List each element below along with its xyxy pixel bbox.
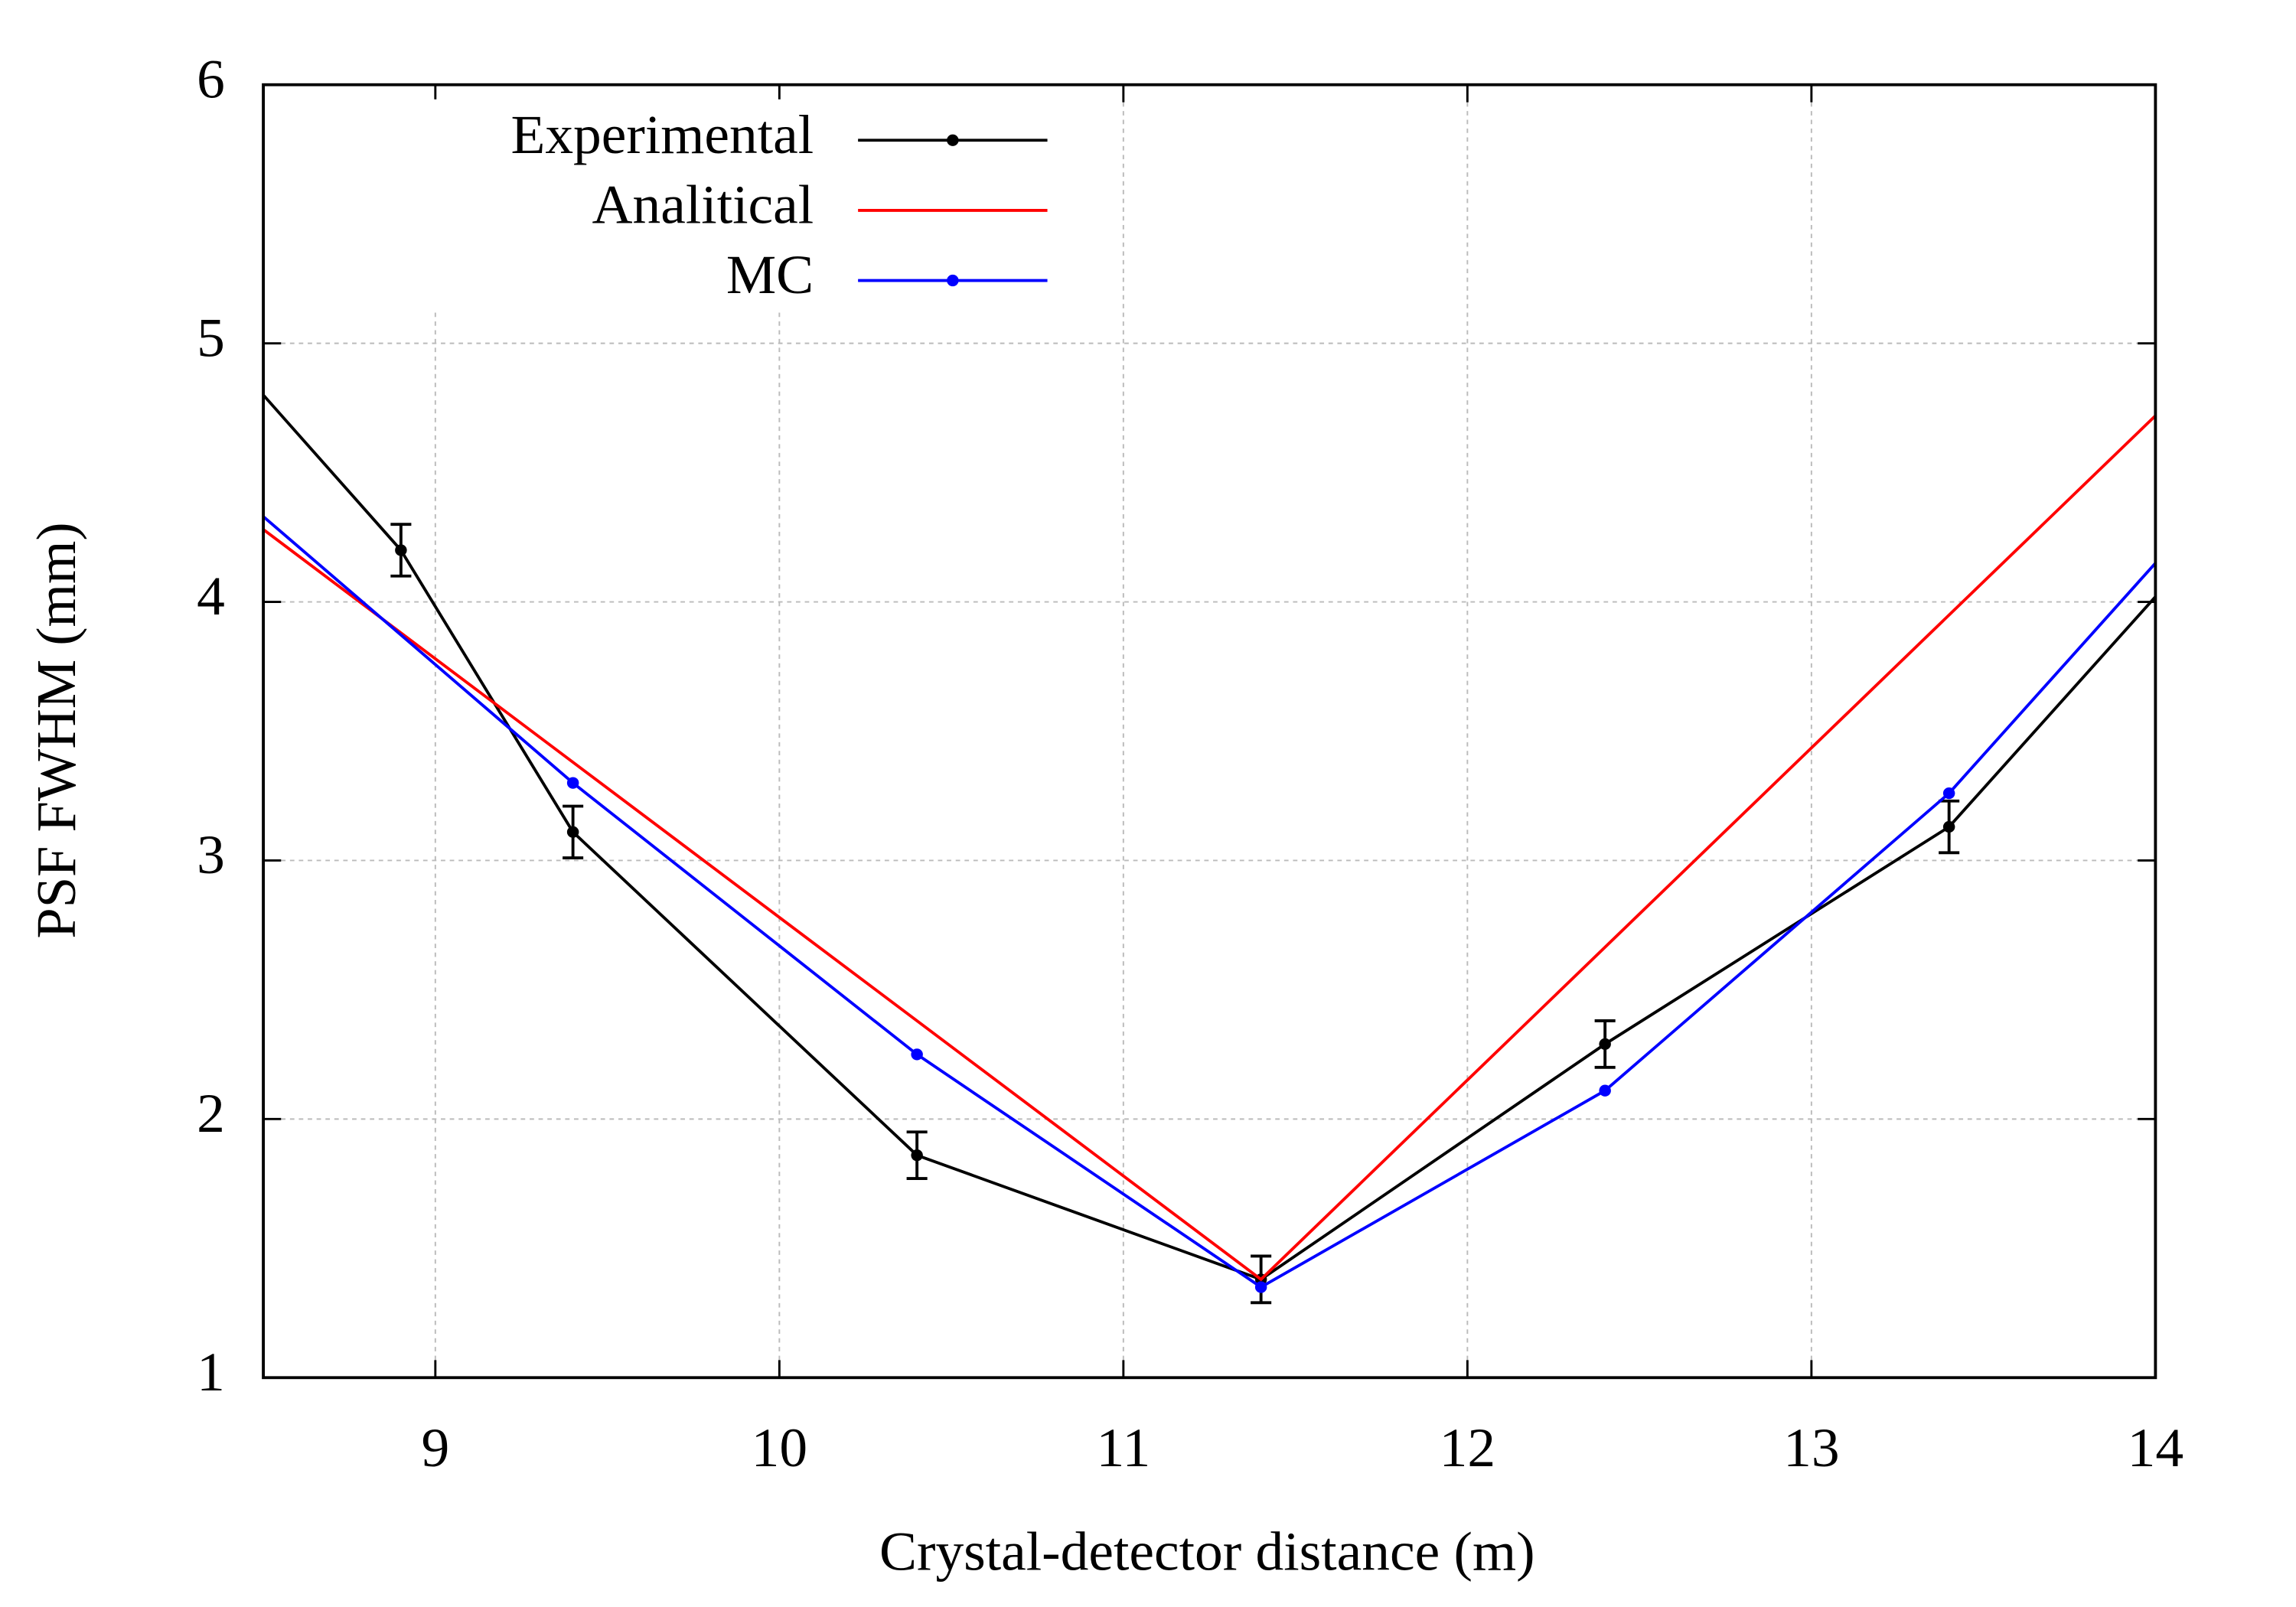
legend-label: Analitical <box>592 174 814 235</box>
series-line <box>263 414 2156 1282</box>
y-tick-label: 5 <box>197 307 225 368</box>
x-tick-label: 11 <box>1096 1417 1150 1478</box>
data-point <box>395 544 407 556</box>
y-tick-label: 1 <box>197 1341 225 1402</box>
x-axis-label: Crystal-detector distance (m) <box>879 1521 1535 1582</box>
y-tick-label: 2 <box>197 1082 225 1143</box>
plot-area <box>263 393 2156 1305</box>
x-tick-label: 10 <box>752 1417 807 1478</box>
y-tick-label: 4 <box>197 566 225 627</box>
legend-marker <box>947 274 959 287</box>
series-line <box>263 515 2156 1289</box>
legend-marker <box>947 134 959 146</box>
y-tick-label: 3 <box>197 824 225 885</box>
y-tick-label: 6 <box>197 48 225 109</box>
data-point <box>1942 787 1955 800</box>
data-point <box>1254 1281 1267 1293</box>
data-point <box>1599 1038 1611 1051</box>
legend-label: MC <box>726 244 814 305</box>
x-tick-label: 14 <box>2128 1417 2183 1478</box>
data-point <box>566 826 579 838</box>
data-point <box>1599 1084 1611 1097</box>
series-line <box>263 393 2156 1281</box>
y-axis-label: PSF FWHM (mm) <box>25 522 88 938</box>
data-point <box>911 1048 923 1061</box>
data-point <box>566 777 579 789</box>
x-tick-label: 13 <box>1783 1417 1839 1478</box>
plot-frame <box>262 83 2157 1380</box>
data-point <box>1942 820 1955 833</box>
x-tick-label: 9 <box>421 1417 449 1478</box>
data-point <box>911 1149 923 1162</box>
legend-label: Experimental <box>510 103 814 165</box>
x-tick-label: 12 <box>1440 1417 1495 1478</box>
